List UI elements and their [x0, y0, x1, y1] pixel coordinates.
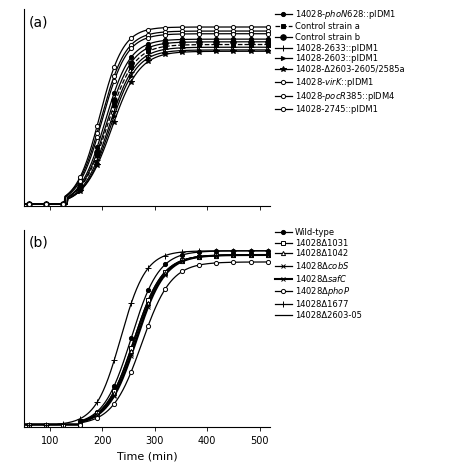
Text: (a): (a): [28, 15, 48, 29]
X-axis label: Time (min): Time (min): [117, 451, 177, 461]
Legend: 14028-$phoN628$::pIDM1, Control strain a, Control strain b, 14028-2633::pIDM1, 1: 14028-$phoN628$::pIDM1, Control strain a…: [275, 8, 405, 114]
Text: (b): (b): [28, 236, 48, 250]
Legend: Wild-type, 14028Δ1031, 14028Δ1042, 14028Δ$cobS$, 14028Δ$safC$, 14028Δ$phoP$, 140: Wild-type, 14028Δ1031, 14028Δ1042, 14028…: [275, 228, 362, 319]
